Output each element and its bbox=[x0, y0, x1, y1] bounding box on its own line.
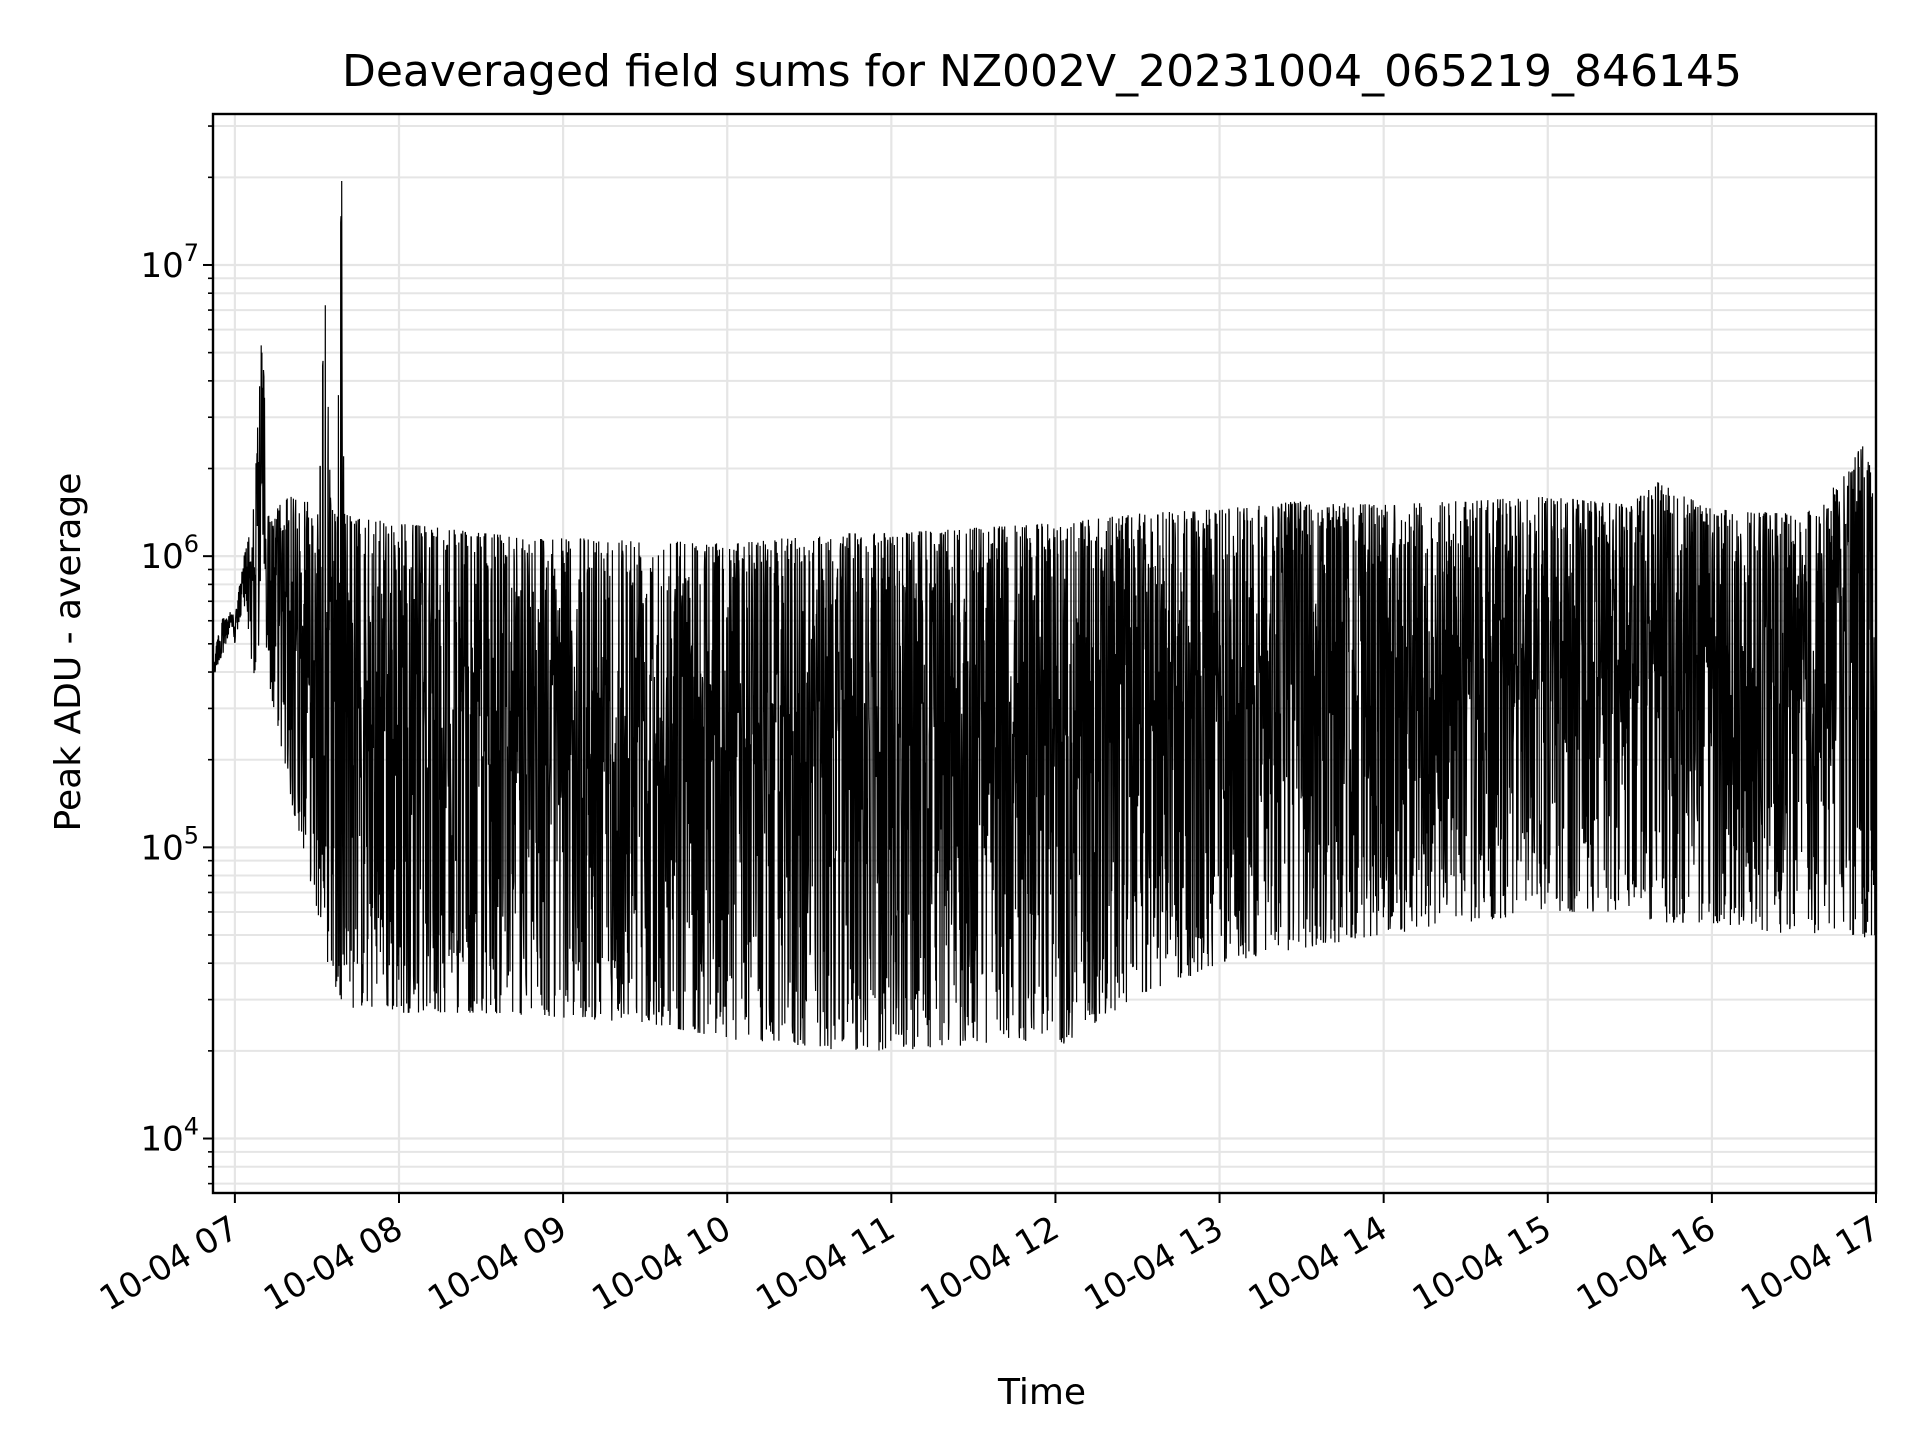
x-tick-label: 10-04 08 bbox=[257, 1208, 409, 1319]
y-tick-label: 104 bbox=[140, 1113, 199, 1160]
y-axis-label: Peak ADU - average bbox=[48, 473, 89, 832]
chart-title: Deaveraged field sums for NZ002V_2023100… bbox=[342, 46, 1742, 97]
x-tick-label: 10-04 07 bbox=[93, 1208, 245, 1319]
plot-frame bbox=[211, 112, 1878, 1195]
x-tick-label: 10-04 09 bbox=[421, 1208, 573, 1319]
x-tick-label: 10-04 13 bbox=[1078, 1208, 1230, 1319]
x-tick-label: 10-04 14 bbox=[1242, 1208, 1394, 1319]
x-tick-label: 10-04 12 bbox=[914, 1208, 1066, 1319]
y-tick-label: 107 bbox=[140, 239, 199, 286]
x-tick-label: 10-04 11 bbox=[749, 1208, 901, 1319]
x-tick-label: 10-04 10 bbox=[585, 1208, 737, 1319]
x-tick-label: 10-04 15 bbox=[1406, 1208, 1558, 1319]
x-tick-label: 10-04 17 bbox=[1734, 1208, 1886, 1319]
x-tick-label: 10-04 16 bbox=[1570, 1208, 1722, 1319]
y-tick-label: 106 bbox=[140, 530, 199, 577]
series-line bbox=[213, 180, 1876, 1051]
y-tick-label: 105 bbox=[140, 821, 199, 868]
plot-area bbox=[213, 180, 1876, 1051]
x-axis-label: Time bbox=[997, 1372, 1086, 1413]
